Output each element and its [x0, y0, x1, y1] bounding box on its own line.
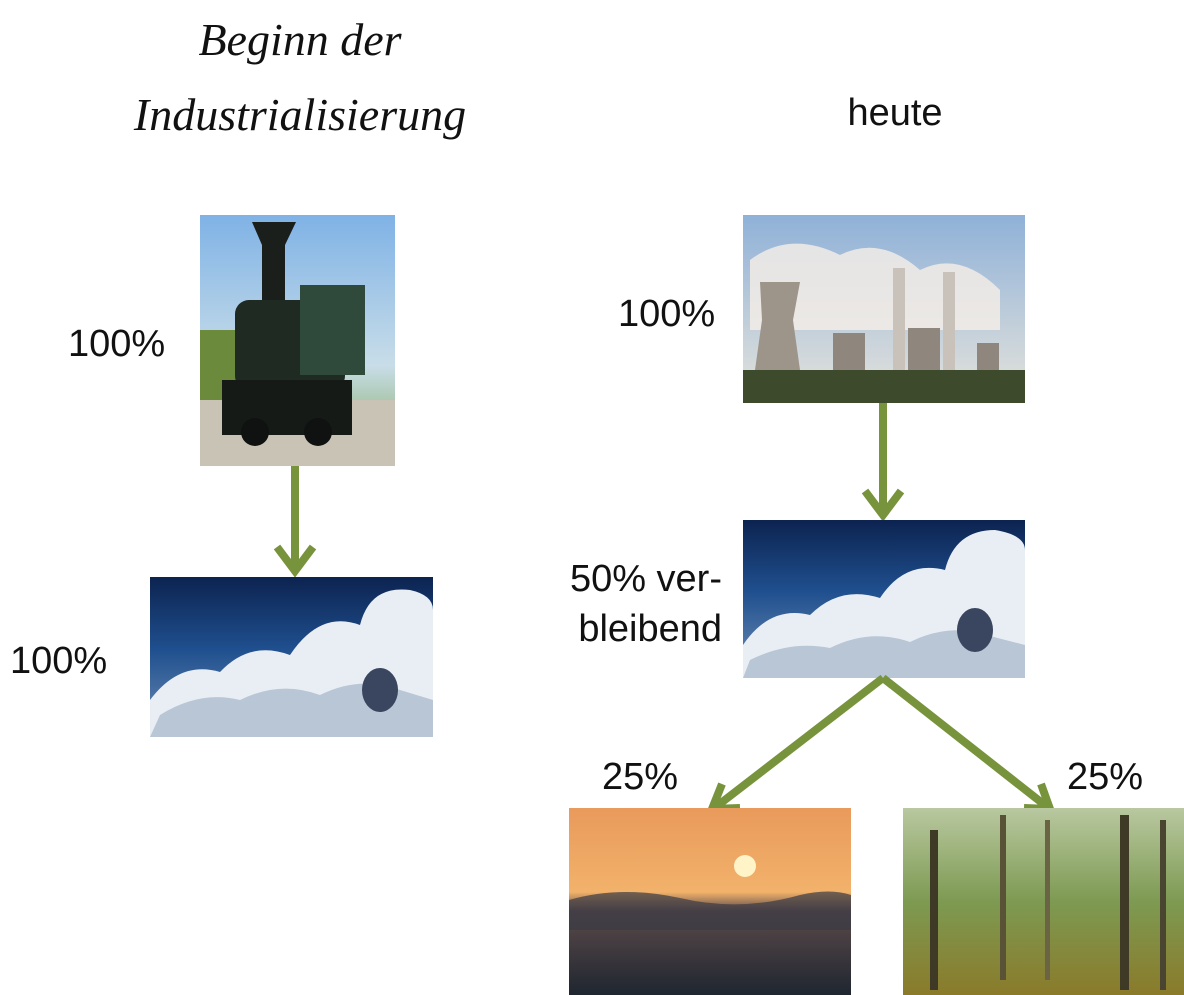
label: 100% — [68, 323, 165, 365]
title: heute — [847, 92, 942, 134]
label: 100% — [10, 640, 107, 682]
clouds-image — [743, 520, 1025, 678]
clouds-image — [150, 577, 433, 737]
arrow-head — [273, 544, 317, 578]
sunset-image — [569, 808, 851, 995]
train-image — [200, 215, 395, 466]
arrow — [880, 674, 1049, 810]
label: 25% — [1067, 756, 1143, 798]
label: 25% — [602, 756, 678, 798]
label: 100% — [618, 293, 715, 335]
arrow — [714, 674, 886, 810]
forest-image — [903, 808, 1184, 995]
label: 50% ver- — [570, 558, 722, 600]
title-line: Industrialisierung — [133, 89, 466, 140]
title-line: Beginn der — [198, 14, 402, 65]
arrow-head — [861, 488, 905, 522]
power-plant-image — [743, 215, 1025, 403]
label: bleibend — [578, 608, 722, 650]
